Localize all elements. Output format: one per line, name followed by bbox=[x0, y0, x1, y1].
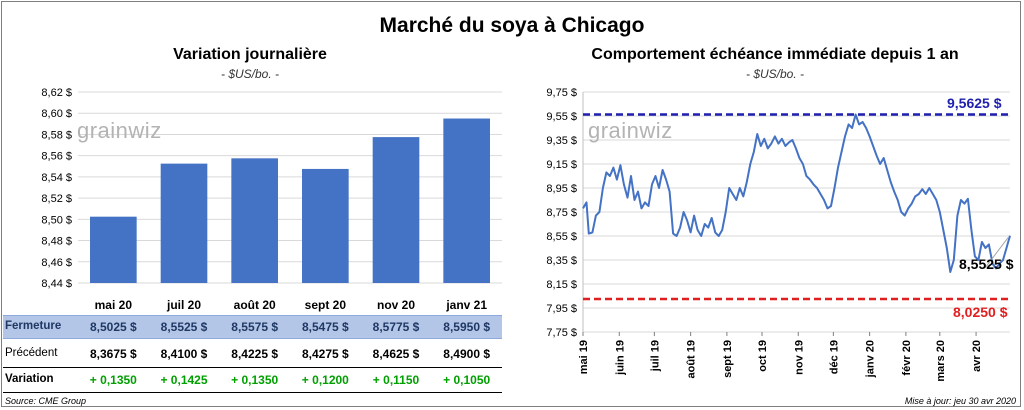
bar bbox=[302, 168, 349, 283]
update-note: Mise à jour: jeu 30 avr 2020 bbox=[904, 396, 1016, 406]
x-month-label: juil 19 bbox=[649, 340, 661, 372]
variation-cell: + 0,1050 bbox=[443, 373, 491, 387]
bar bbox=[372, 137, 420, 283]
right-ytick-label: 8,75 $ bbox=[546, 207, 577, 219]
precedent-cell: 8,4100 $ bbox=[160, 347, 208, 361]
fermeture-cell: 8,5775 $ bbox=[372, 320, 420, 334]
precedent-cell: 8,4625 $ bbox=[372, 347, 420, 361]
row-label-precedent: Précédent bbox=[5, 347, 58, 359]
row-label-variation: Variation bbox=[5, 373, 54, 385]
precedent-cell: 8,4225 $ bbox=[231, 347, 279, 361]
last-value-leader bbox=[984, 237, 1009, 269]
left-ytick-label: 8,44 $ bbox=[41, 278, 72, 290]
x-month-label: févr 20 bbox=[901, 340, 913, 375]
right-chart-title: Comportement échéance immédiate depuis 1… bbox=[591, 46, 959, 63]
x-category-label: janv 21 bbox=[445, 298, 487, 312]
fermeture-cell: 8,5575 $ bbox=[231, 320, 279, 334]
bar bbox=[231, 158, 278, 283]
x-month-label: janv 20 bbox=[865, 340, 877, 378]
left-bar-chart: 8,44 $ 8,46 $ 8,48 $ 8,50 $ 8,52 $ 8,54 $ 8,56… bbox=[41, 87, 502, 312]
page-title: Marché du soya à Chicago bbox=[379, 14, 645, 37]
variation-cell: + 0,1350 bbox=[89, 373, 137, 387]
bar bbox=[90, 216, 137, 283]
left-ytick-label: 8,60 $ bbox=[41, 108, 72, 120]
x-month-label: déc 19 bbox=[828, 340, 840, 374]
left-ytick-label: 8,46 $ bbox=[41, 257, 72, 269]
left-watermark-logo: grainwiz bbox=[77, 118, 162, 143]
right-ytick-label: 9,55 $ bbox=[546, 111, 577, 123]
left-ytick-label: 8,50 $ bbox=[41, 214, 72, 226]
variation-cell: + 0,1150 bbox=[372, 373, 420, 387]
x-month-label: juin 19 bbox=[614, 340, 626, 376]
right-chart-unit: - $US/bo. - bbox=[745, 67, 805, 81]
fermeture-cell: 8,5025 $ bbox=[89, 320, 137, 334]
left-chart-title: Variation journalière bbox=[173, 46, 327, 63]
right-ytick-label: 9,75 $ bbox=[546, 87, 577, 99]
fermeture-row-band bbox=[3, 315, 502, 339]
x-category-label: juil 20 bbox=[166, 298, 201, 312]
x-month-label: sept 19 bbox=[722, 340, 734, 378]
left-chart-unit: - $US/bo. - bbox=[220, 67, 280, 81]
x-category-label: août 20 bbox=[234, 298, 276, 312]
fermeture-cell: 8,5525 $ bbox=[160, 320, 208, 334]
right-line-chart: 7,75 $ 7,95 $ 8,15 $ 8,35 $ 8,55 $ 8,75 $ 8,95… bbox=[546, 87, 1011, 382]
precedent-cell: 8,4900 $ bbox=[443, 347, 491, 361]
row-label-fermeture: Fermeture bbox=[5, 320, 62, 332]
right-ytick-label: 7,95 $ bbox=[546, 303, 577, 315]
x-month-label: août 19 bbox=[686, 340, 698, 379]
left-ytick-label: 8,52 $ bbox=[41, 193, 72, 205]
x-month-label: oct 19 bbox=[757, 340, 769, 372]
table-divider-bottom bbox=[3, 392, 502, 393]
right-ytick-label: 8,15 $ bbox=[546, 279, 577, 291]
variation-cell: + 0,1200 bbox=[301, 373, 349, 387]
x-month-label: nov 19 bbox=[793, 340, 805, 375]
x-month-label: mai 19 bbox=[578, 340, 590, 374]
x-category-label: sept 20 bbox=[305, 298, 347, 312]
x-month-label: mars 20 bbox=[935, 340, 947, 382]
x-category-label: nov 20 bbox=[377, 298, 415, 312]
price-line bbox=[582, 113, 1011, 273]
min-price-label: 8,0250 $ bbox=[953, 304, 1008, 320]
x-category-label: mai 20 bbox=[95, 298, 133, 312]
right-ytick-label: 7,75 $ bbox=[546, 327, 577, 339]
right-ytick-label: 9,15 $ bbox=[546, 159, 577, 171]
right-ytick-label: 9,35 $ bbox=[546, 135, 577, 147]
right-ytick-label: 8,35 $ bbox=[546, 255, 577, 267]
source-note: Source: CME Group bbox=[5, 396, 87, 406]
left-ytick-label: 8,58 $ bbox=[41, 129, 72, 141]
right-ytick-label: 8,95 $ bbox=[546, 183, 577, 195]
right-watermark-logo: grainwiz bbox=[588, 118, 673, 143]
precedent-cell: 8,4275 $ bbox=[301, 347, 349, 361]
left-ytick-label: 8,48 $ bbox=[41, 236, 72, 248]
precedent-cell: 8,3675 $ bbox=[89, 347, 137, 361]
right-ytick-label: 8,55 $ bbox=[546, 231, 577, 243]
variation-cell: + 0,1425 bbox=[160, 373, 208, 387]
fermeture-cell: 8,5950 $ bbox=[443, 320, 491, 334]
table-divider bbox=[3, 367, 502, 368]
bar bbox=[160, 163, 208, 283]
left-ytick-label: 8,54 $ bbox=[41, 172, 72, 184]
variation-cell: + 0,1350 bbox=[231, 373, 279, 387]
max-price-label: 9,5625 $ bbox=[947, 95, 1002, 111]
x-month-label: avr 20 bbox=[971, 340, 983, 372]
bar bbox=[443, 118, 490, 284]
left-ytick-label: 8,56 $ bbox=[41, 151, 72, 163]
fermeture-cell: 8,5475 $ bbox=[301, 320, 349, 334]
last-price-label: 8,5525 $ bbox=[959, 256, 1014, 272]
left-ytick-label: 8,62 $ bbox=[41, 87, 72, 99]
